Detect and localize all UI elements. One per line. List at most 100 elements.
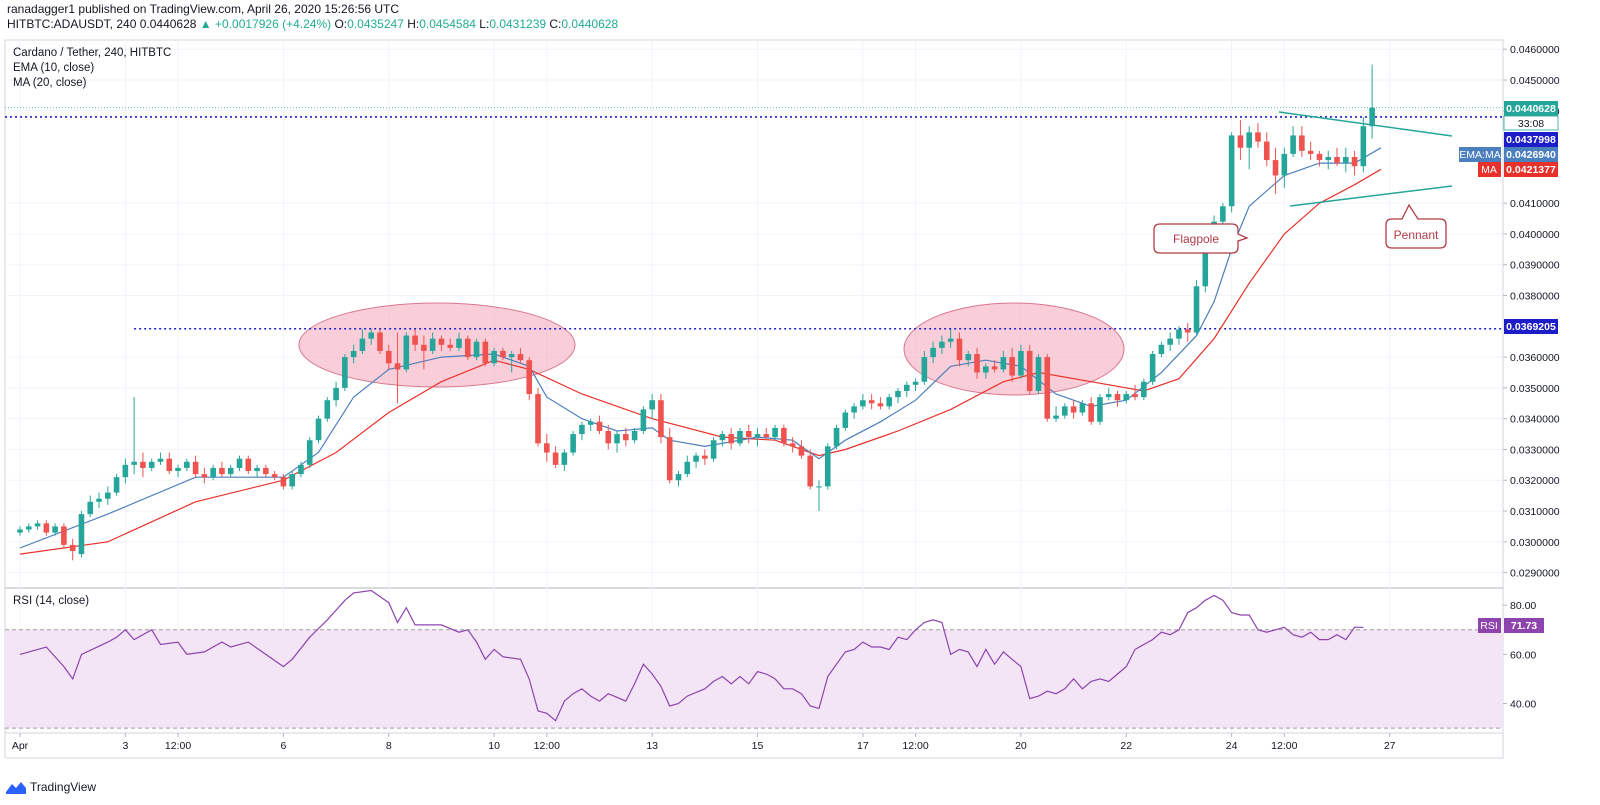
candle: [1167, 332, 1173, 351]
candle: [184, 458, 190, 472]
candle: [201, 467, 208, 484]
candle-body: [1044, 357, 1051, 419]
candle: [921, 350, 928, 385]
candle-body: [271, 474, 278, 478]
candle-body: [96, 498, 102, 502]
ohlc-line: HITBTC:ADAUSDT, 240 0.0440628 ▲ +0.00179…: [7, 17, 618, 32]
candle-body: [1255, 132, 1261, 142]
candle-body: [403, 335, 410, 370]
candle: [157, 452, 164, 465]
candle: [166, 452, 173, 475]
candle-body: [833, 427, 840, 447]
time-tick-label: 27: [1384, 740, 1396, 752]
candle: [1237, 120, 1244, 161]
candle: [1070, 400, 1077, 419]
rsi-pane: [5, 589, 1503, 729]
candle: [254, 464, 260, 478]
published-line: ranadagger1 published on TradingView.com…: [7, 2, 400, 16]
candle: [1325, 150, 1332, 170]
candle: [1123, 390, 1130, 404]
candle-body: [1176, 329, 1182, 339]
candle-body: [140, 461, 146, 468]
candle-body: [552, 452, 559, 465]
flagpole-callout: Flagpole: [1153, 223, 1249, 254]
rsi-value-tag: [1504, 618, 1544, 633]
time-tick-label: 20: [1015, 740, 1027, 752]
candle: [912, 378, 919, 391]
ma-tag: [1478, 162, 1501, 177]
candle-body: [236, 458, 243, 468]
chart-border: [4, 39, 1504, 759]
candle: [754, 427, 761, 447]
candle-body: [447, 344, 454, 348]
candle: [596, 415, 603, 435]
price-tick-label: 0.0410000: [1510, 198, 1560, 210]
footer-brand[interactable]: TradingView: [6, 780, 96, 794]
price-axis[interactable]: 0.04600000.04500000.04400000.04100000.04…: [1503, 44, 1560, 580]
candle: [306, 437, 313, 468]
time-tick-label: 12:00: [165, 740, 191, 752]
candle-body: [280, 477, 287, 487]
candle: [271, 471, 278, 481]
chart-canvas[interactable]: Flagpole Pennant Cardano / Tether, 240, …: [0, 0, 1600, 780]
open-value: 0.0435247: [347, 17, 404, 31]
candle: [570, 430, 576, 456]
candle: [377, 329, 383, 355]
candle: [1193, 280, 1200, 336]
candle-body: [157, 458, 164, 462]
candle: [1360, 116, 1367, 173]
candle-body: [324, 400, 331, 419]
candle: [43, 520, 50, 536]
candle: [737, 427, 743, 447]
price-tick-label: 0.0360000: [1510, 352, 1560, 364]
candle-body: [587, 421, 594, 425]
candlesticks: [17, 64, 1375, 561]
candle: [824, 443, 831, 490]
candle: [394, 332, 401, 404]
time-tick-label: 22: [1120, 740, 1132, 752]
candle: [666, 427, 673, 484]
candle: [772, 424, 778, 441]
candle: [517, 347, 524, 364]
candle-body: [87, 501, 94, 515]
candle: [25, 523, 32, 533]
candle: [851, 403, 857, 419]
candle-body: [1307, 150, 1314, 154]
candle-body: [544, 443, 550, 453]
candle-body: [1290, 135, 1296, 154]
time-axis[interactable]: Apr 3 12:00 6 8 10 12:00 13 15 17 12:00 20 22 24 12:00…: [12, 733, 1396, 752]
time-tick-label: 15: [752, 740, 764, 752]
rsi-line: [19, 589, 1364, 722]
candle-body: [605, 430, 612, 444]
candle: [289, 471, 295, 490]
rsi-axis[interactable]: 80.00 60.00 40.00: [1503, 600, 1536, 711]
candle: [385, 344, 392, 370]
pennant-upper-line: [1278, 111, 1453, 137]
candle-body: [710, 440, 717, 459]
pennant-lower-line: [1289, 185, 1453, 207]
candle: [324, 397, 331, 422]
candle: [684, 455, 691, 478]
open-label: O:: [334, 17, 348, 31]
candle: [140, 452, 146, 478]
range-ellipse-right: [903, 302, 1125, 396]
candle-body: [148, 461, 155, 468]
candle: [131, 397, 137, 475]
candle: [1088, 397, 1094, 425]
candle-body: [1114, 394, 1121, 401]
candle-body: [34, 523, 41, 527]
candle: [403, 332, 410, 373]
level-value-upper: 0.0437998: [1506, 134, 1556, 146]
candle: [359, 329, 366, 355]
candle: [350, 344, 357, 364]
candle-body: [912, 381, 919, 385]
candle: [605, 424, 612, 450]
candle-body: [227, 467, 234, 475]
candle-body: [561, 452, 568, 465]
time-tick-label: 6: [280, 740, 286, 752]
candle-body: [412, 335, 418, 345]
candle: [798, 440, 805, 459]
candle: [192, 455, 199, 478]
candle-body: [69, 544, 76, 552]
candle-body: [824, 446, 831, 487]
